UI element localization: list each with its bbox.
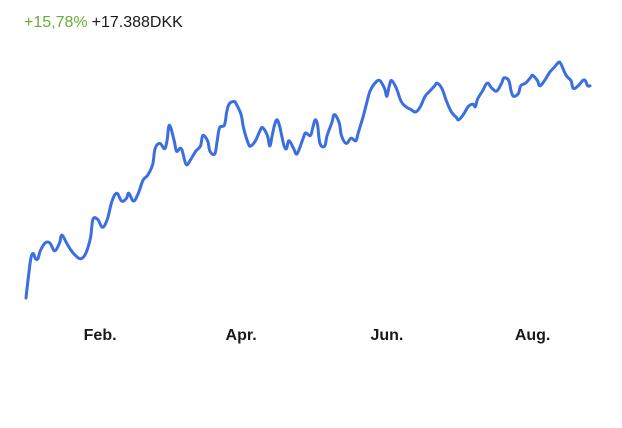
- x-tick-label: Apr.: [226, 327, 257, 344]
- change-amount: +17.388DKK: [91, 14, 183, 31]
- series-line-0: [24, 60, 592, 300]
- x-tick-label: Jun.: [370, 327, 403, 344]
- series-layer: [24, 60, 592, 300]
- change-percent: +15,78%: [24, 14, 88, 31]
- x-axis: Feb. Apr. Jun. Aug.: [84, 327, 551, 344]
- x-tick-label: Feb.: [84, 327, 117, 344]
- x-tick-label: Aug.: [515, 327, 551, 344]
- performance-summary: +15,78% +17.388DKK: [24, 12, 183, 34]
